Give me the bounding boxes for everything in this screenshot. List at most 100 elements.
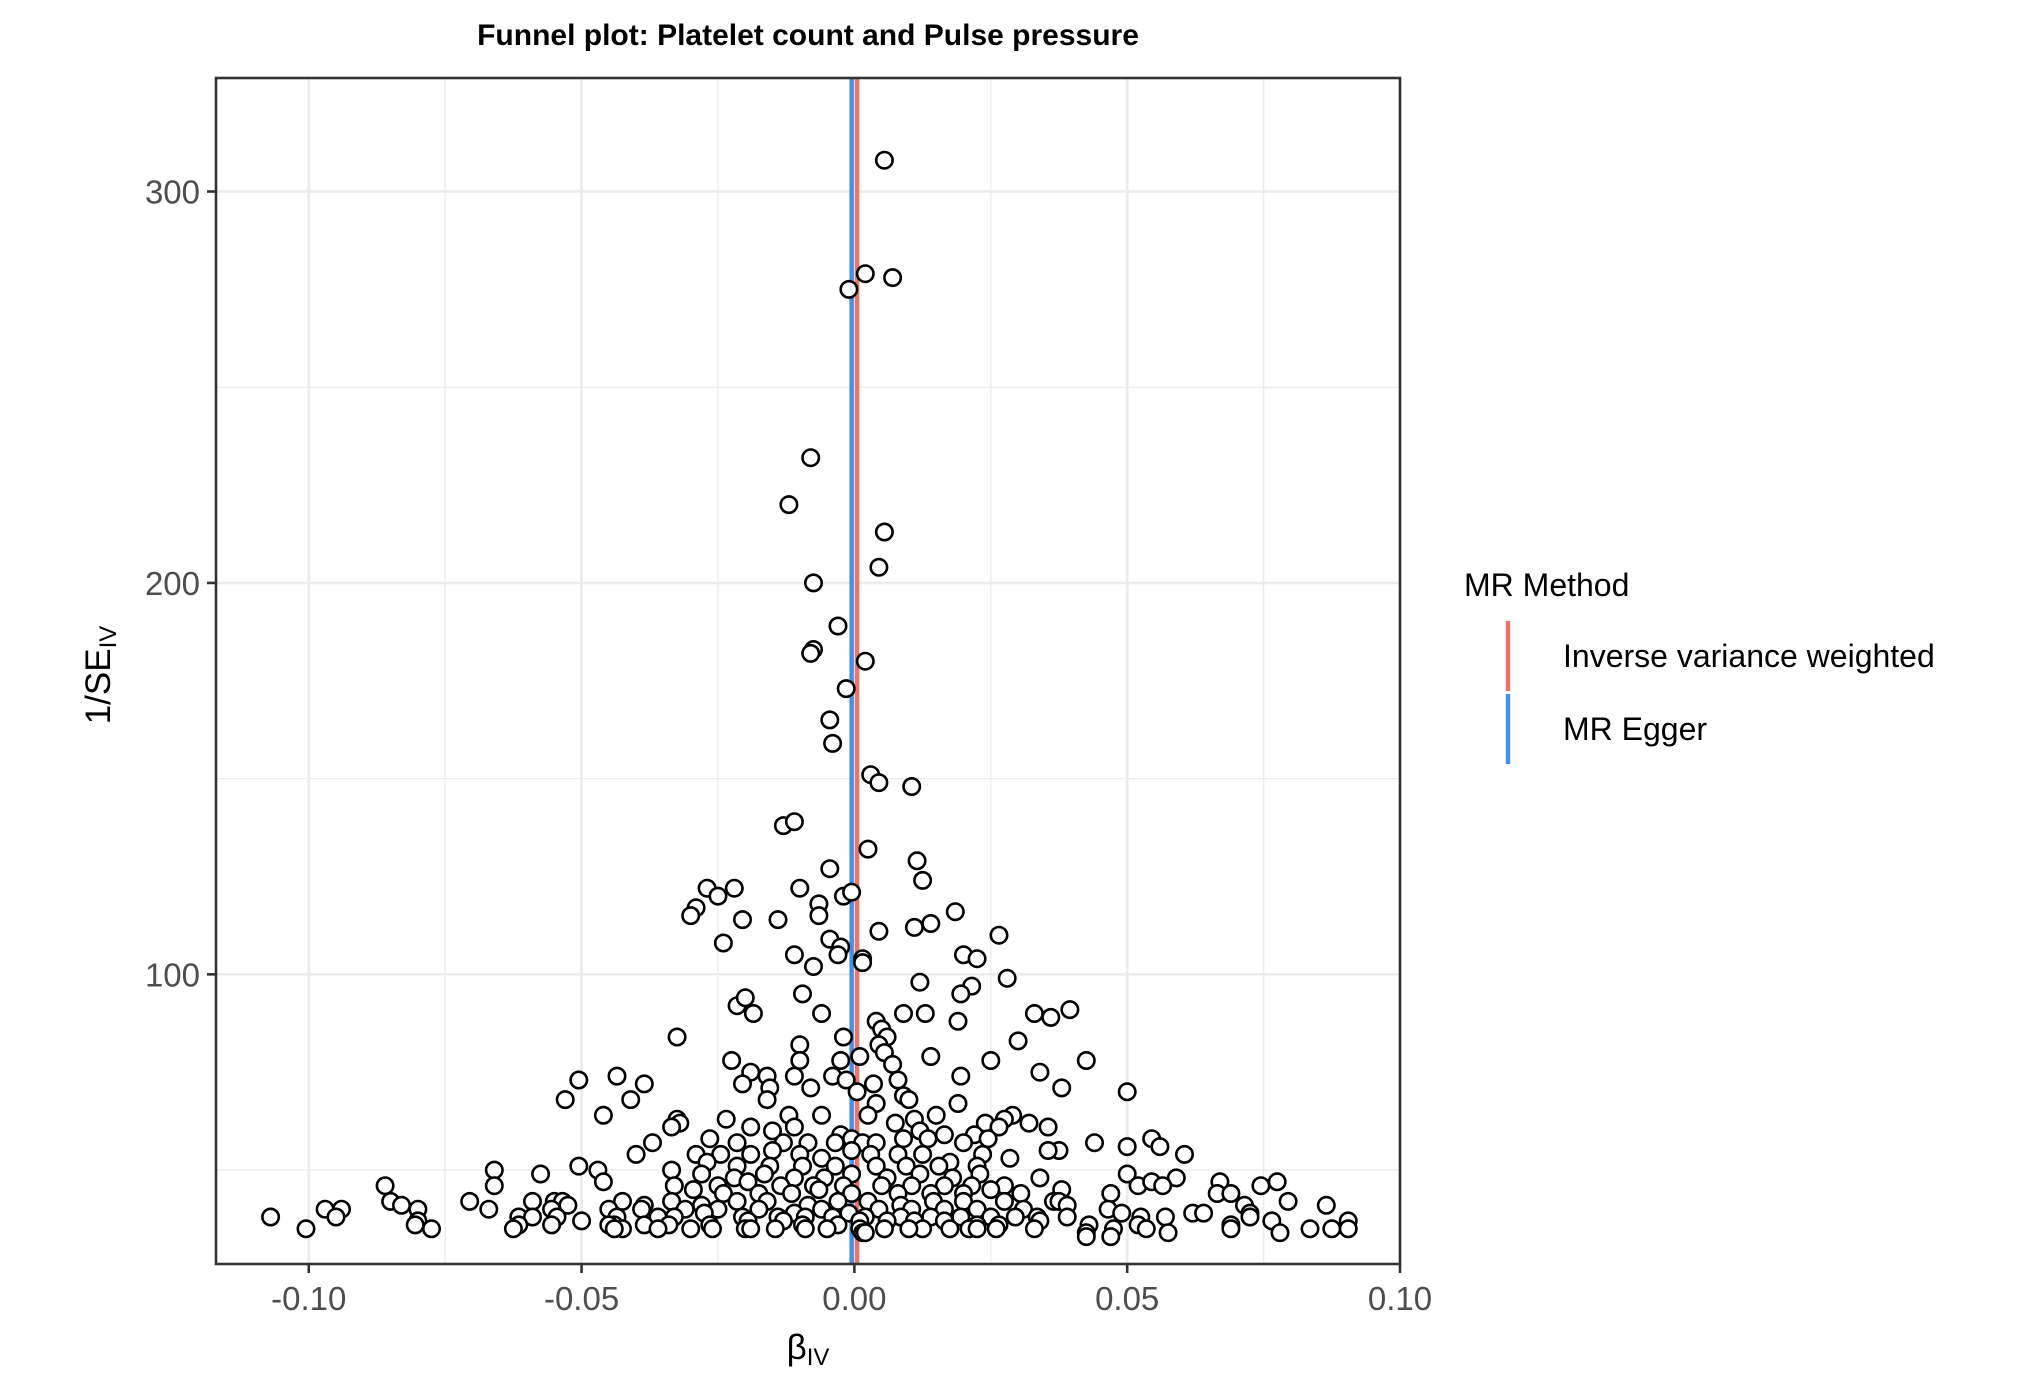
data-point [479, 1199, 499, 1219]
data-point [874, 150, 894, 170]
y-tick-label: 200 [145, 565, 200, 602]
data-point [989, 1117, 1009, 1137]
data-point [989, 925, 1009, 945]
data-point [951, 984, 971, 1004]
data-point [784, 1066, 804, 1086]
data-point [1150, 1137, 1170, 1157]
x-axis-title-subscript: IV [807, 1344, 830, 1371]
data-point [869, 557, 889, 577]
data-point [1085, 1133, 1105, 1153]
data-point [542, 1215, 562, 1235]
data-point [981, 1180, 1001, 1200]
data-point [634, 1074, 654, 1094]
data-point [1155, 1207, 1175, 1227]
data-point [874, 1219, 894, 1239]
data-point [1052, 1078, 1072, 1098]
data-point [1030, 1062, 1050, 1082]
data-point [692, 1164, 712, 1184]
data-point [1136, 1219, 1156, 1239]
data-point [741, 1117, 761, 1137]
data-point [1038, 1141, 1058, 1161]
data-point [1300, 1219, 1320, 1239]
data-point [855, 651, 875, 671]
data-point [732, 910, 752, 930]
data-point [809, 1180, 829, 1200]
data-point [913, 870, 933, 890]
data-point [296, 1219, 316, 1239]
data-point [850, 1047, 870, 1067]
data-point [632, 1199, 652, 1219]
data-point [741, 1219, 761, 1239]
data-point [626, 1144, 646, 1164]
data-point [724, 878, 744, 898]
data-point [1251, 1176, 1271, 1196]
data-point [727, 1191, 747, 1211]
data-point [902, 776, 922, 796]
data-point [762, 1141, 782, 1161]
data-point [997, 968, 1017, 988]
data-point [1221, 1219, 1241, 1239]
data-point [1278, 1191, 1298, 1211]
data-point [948, 1011, 968, 1031]
data-point [768, 910, 788, 930]
data-point [784, 812, 804, 832]
data-point [375, 1176, 395, 1196]
data-point [621, 1090, 641, 1110]
x-tick-label: -0.05 [544, 1280, 619, 1317]
data-point [863, 1074, 883, 1094]
data-point [836, 1070, 856, 1090]
data-point [893, 1003, 913, 1023]
x-tick-label: 0.10 [1368, 1280, 1432, 1317]
data-point [795, 1219, 815, 1239]
data-point [967, 949, 987, 969]
data-point [421, 1219, 441, 1239]
data-point [727, 1133, 747, 1153]
data-point [926, 1105, 946, 1125]
data-point [801, 1078, 821, 1098]
data-point [1194, 1203, 1214, 1223]
data-point [681, 906, 701, 926]
data-point [869, 773, 889, 793]
data-points [261, 150, 1358, 1247]
y-axis-title-main: 1/SE [79, 648, 118, 724]
data-point [790, 878, 810, 898]
data-point [812, 1003, 832, 1023]
data-point [749, 1199, 769, 1219]
data-point [1005, 1207, 1025, 1227]
data-point [642, 1133, 662, 1153]
data-point [1117, 1137, 1137, 1157]
data-point [842, 882, 862, 902]
data-point [823, 733, 843, 753]
data-point [1060, 1000, 1080, 1020]
data-point [790, 1051, 810, 1071]
data-point [1024, 1003, 1044, 1023]
data-point [743, 1003, 763, 1023]
data-point [915, 1003, 935, 1023]
data-point [893, 1129, 913, 1149]
data-point [803, 956, 823, 976]
y-tick-label: 100 [145, 956, 200, 993]
data-point [858, 839, 878, 859]
data-point [681, 1219, 701, 1239]
data-point [503, 1219, 523, 1239]
data-point [713, 933, 733, 953]
data-point [888, 1070, 908, 1090]
data-point [918, 1129, 938, 1149]
data-point [921, 1047, 941, 1067]
data-point [569, 1070, 589, 1090]
y-tick-label: 300 [145, 174, 200, 211]
data-point [1221, 1184, 1241, 1204]
axis-ticks: -0.10 -0.05 0.00 0.05 0.10 100 200 300 [145, 174, 1432, 1317]
data-point [604, 1219, 624, 1239]
data-point [572, 1211, 592, 1231]
data-point [722, 1051, 742, 1071]
data-point [765, 1219, 785, 1239]
data-point [883, 268, 903, 288]
data-point [405, 1215, 425, 1235]
data-point [569, 1156, 589, 1176]
data-point [1117, 1164, 1137, 1184]
data-point [842, 1141, 862, 1161]
data-point [853, 953, 873, 973]
data-point [1076, 1227, 1096, 1247]
